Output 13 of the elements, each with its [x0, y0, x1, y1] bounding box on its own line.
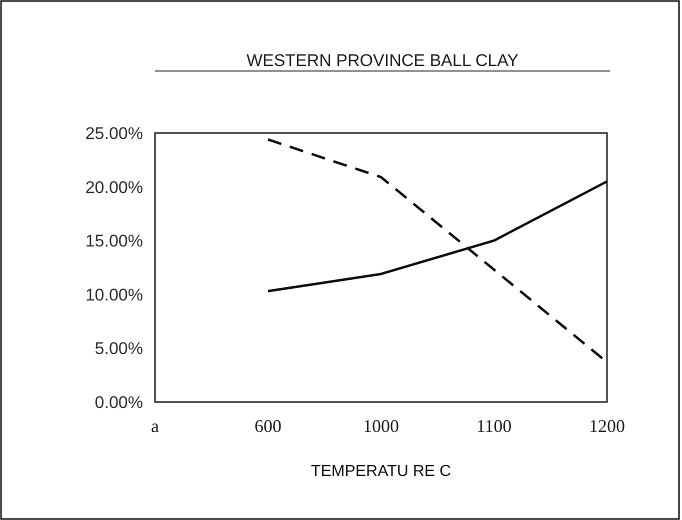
y-tick-label: 20.00%	[85, 178, 143, 197]
x-axis-title: TEMPERATU RE C	[310, 463, 452, 480]
chart-title: WESTERN PROVINCE BALL CLAY	[246, 51, 519, 70]
y-tick-label: 5.00%	[94, 339, 143, 358]
x-tick-label: a	[151, 416, 159, 436]
x-tick-label: 600	[254, 416, 282, 436]
y-tick-label: 0.00%	[94, 393, 143, 412]
y-tick-label: 15.00%	[85, 232, 143, 251]
x-tick-label: 1100	[476, 416, 512, 436]
y-tick-label: 10.00%	[85, 285, 143, 304]
x-tick-label: 1000	[363, 416, 399, 436]
y-tick-label: 25.00%	[85, 124, 143, 143]
x-tick-label: 1200	[589, 416, 625, 436]
